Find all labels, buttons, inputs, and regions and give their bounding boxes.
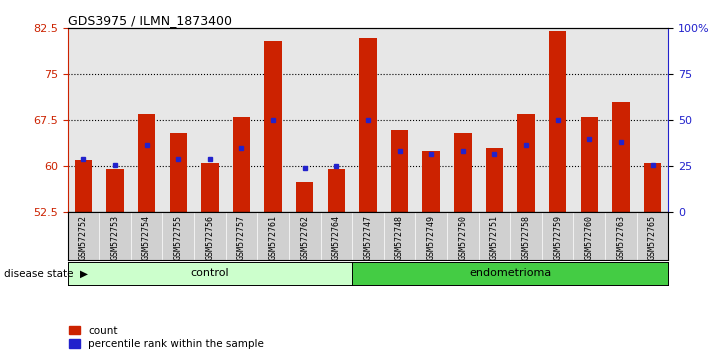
Bar [454,133,471,212]
Bar [542,28,574,212]
Bar [637,28,668,212]
Bar [194,28,225,212]
Bar [225,28,257,212]
Bar [232,117,250,212]
Bar [328,170,345,212]
Bar [106,170,124,212]
Text: GSM572758: GSM572758 [522,215,530,260]
Bar [479,28,510,212]
Bar [162,28,194,212]
Legend: count, percentile rank within the sample: count, percentile rank within the sample [69,326,264,349]
Text: GSM572765: GSM572765 [648,215,657,260]
Bar [138,114,155,212]
Bar [201,163,218,212]
Bar [75,160,92,212]
Bar [644,163,661,212]
Text: GSM572751: GSM572751 [490,215,499,260]
Bar [549,32,567,212]
Bar [415,28,447,212]
Bar [422,151,440,212]
Text: control: control [191,268,229,279]
Text: GSM572763: GSM572763 [616,215,626,260]
Text: GSM572753: GSM572753 [110,215,119,260]
Text: GDS3975 / ILMN_1873400: GDS3975 / ILMN_1873400 [68,14,232,27]
Bar [581,117,598,212]
Bar [447,28,479,212]
Text: GSM572764: GSM572764 [332,215,341,260]
Bar [391,130,408,212]
Text: GSM572756: GSM572756 [205,215,214,260]
Bar [257,28,289,212]
Text: disease state  ▶: disease state ▶ [4,268,87,279]
Text: GSM572749: GSM572749 [427,215,436,260]
Text: GSM572748: GSM572748 [395,215,404,260]
Bar [352,28,384,212]
Text: GSM572754: GSM572754 [142,215,151,260]
Text: GSM572761: GSM572761 [269,215,277,260]
Text: GSM572752: GSM572752 [79,215,88,260]
Bar [296,182,314,212]
Bar [359,38,377,212]
Text: GSM572759: GSM572759 [553,215,562,260]
Bar [510,28,542,212]
Bar [169,133,187,212]
Bar [574,28,605,212]
Bar [605,28,637,212]
Bar [321,28,352,212]
Bar [131,28,162,212]
Bar [289,28,321,212]
Text: GSM572747: GSM572747 [363,215,373,260]
Text: GSM572755: GSM572755 [173,215,183,260]
Text: endometrioma: endometrioma [469,268,551,279]
Bar [486,148,503,212]
Text: GSM572760: GSM572760 [584,215,594,260]
Text: GSM572750: GSM572750 [459,215,467,260]
Text: GSM572757: GSM572757 [237,215,246,260]
Bar [518,114,535,212]
Text: GSM572762: GSM572762 [300,215,309,260]
Bar [68,28,99,212]
Bar [612,102,630,212]
Bar [99,28,131,212]
Bar [384,28,415,212]
Bar [264,41,282,212]
